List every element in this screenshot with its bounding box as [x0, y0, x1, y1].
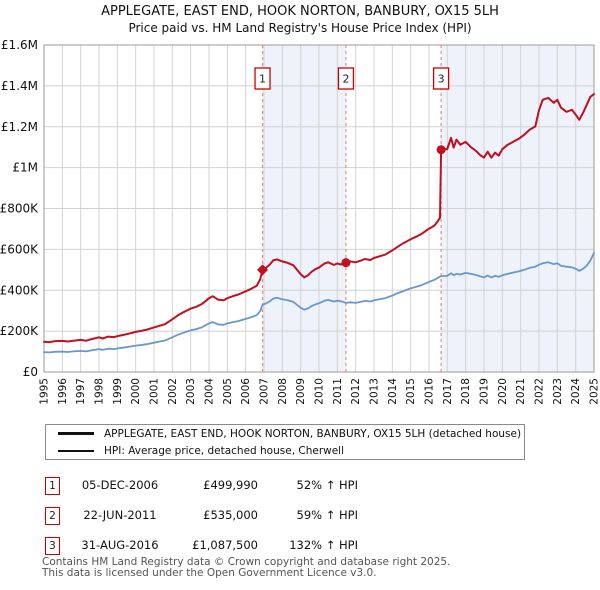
- svg-text:2016: 2016: [424, 378, 436, 405]
- sale-date: 31-AUG-2016: [81, 538, 159, 552]
- license-note: Contains HM Land Registry data © Crown c…: [42, 557, 598, 579]
- svg-text:1999: 1999: [112, 378, 124, 405]
- license-line-2: This data is licensed under the Open Gov…: [42, 567, 377, 579]
- sale-marker-2: 2: [45, 507, 60, 525]
- legend-entry-hpi: HPI: Average price, detached house, Cher…: [46, 444, 524, 458]
- plot-border: [43, 44, 595, 373]
- svg-text:2008: 2008: [277, 378, 289, 405]
- table-row: 3 31-AUG-2016 £1,087,500 132% ↑ HPI: [0, 534, 600, 564]
- svg-text:£0: £0: [23, 365, 38, 379]
- sale-vs-hpi: 59% ↑ HPI: [296, 508, 358, 522]
- legend-label-property: APPLEGATE, EAST END, HOOK NORTON, BANBUR…: [104, 427, 522, 440]
- hpi-line-swatch: [58, 449, 94, 452]
- svg-text:2003: 2003: [185, 378, 197, 405]
- svg-text:£800K: £800K: [0, 202, 39, 216]
- svg-text:2005: 2005: [222, 378, 234, 405]
- sale-number-boxes: 1 2 3: [254, 67, 450, 90]
- sale-point-markers: [257, 145, 446, 276]
- sale-marker-1: 1: [45, 477, 60, 495]
- svg-text:1996: 1996: [57, 378, 69, 405]
- page-title: APPLEGATE, EAST END, HOOK NORTON, BANBUR…: [101, 4, 499, 19]
- page-subtitle: Price paid vs. HM Land Registry's House …: [128, 21, 472, 35]
- svg-text:1997: 1997: [75, 378, 87, 405]
- svg-text:2013: 2013: [369, 378, 381, 405]
- svg-text:2006: 2006: [240, 378, 252, 405]
- svg-text:£400K: £400K: [0, 283, 39, 297]
- svg-text:2018: 2018: [460, 378, 472, 405]
- svg-text:2010: 2010: [314, 378, 326, 405]
- svg-text:2020: 2020: [497, 378, 509, 405]
- svg-text:2022: 2022: [534, 378, 546, 405]
- svg-text:2015: 2015: [405, 378, 417, 405]
- table-row: 1 05-DEC-2006 £499,990 52% ↑ HPI: [0, 474, 600, 504]
- svg-text:2: 2: [342, 73, 349, 86]
- legend-label-hpi: HPI: Average price, detached house, Cher…: [104, 444, 345, 457]
- price-history-chart: 1 2 3 £0 £200K £400K £600K £800K £1M £1.2M £1.4M £1…: [0, 38, 600, 405]
- svg-text:£600K: £600K: [0, 242, 39, 256]
- sales-table: 1 05-DEC-2006 £499,990 52% ↑ HPI 2 22-JU…: [0, 474, 600, 564]
- sale-price: £535,000: [203, 508, 258, 522]
- svg-text:2012: 2012: [350, 378, 362, 405]
- svg-text:£1M: £1M: [12, 161, 38, 175]
- legend-entry-property: APPLEGATE, EAST END, HOOK NORTON, BANBUR…: [46, 427, 524, 441]
- gridlines: [43, 44, 595, 373]
- svg-text:2019: 2019: [479, 378, 491, 405]
- svg-text:1995: 1995: [39, 378, 51, 405]
- svg-text:1998: 1998: [94, 378, 106, 405]
- svg-text:2004: 2004: [204, 378, 216, 405]
- svg-text:£1.2M: £1.2M: [1, 120, 38, 134]
- sale-marker-3: 3: [45, 537, 60, 555]
- license-line-1: Contains HM Land Registry data © Crown c…: [42, 556, 451, 568]
- svg-text:2023: 2023: [552, 378, 564, 405]
- svg-text:2001: 2001: [149, 378, 161, 405]
- svg-text:£1.4M: £1.4M: [1, 79, 38, 93]
- hpi-line: [43, 251, 595, 354]
- y-axis-labels: £0 £200K £400K £600K £800K £1M £1.2M £1.4M £1.6M: [0, 38, 39, 379]
- svg-text:£200K: £200K: [0, 324, 39, 338]
- svg-text:2017: 2017: [442, 378, 454, 405]
- sale-vs-hpi: 132% ↑ HPI: [289, 538, 358, 552]
- property-line-swatch: [58, 432, 94, 435]
- svg-text:2024: 2024: [570, 378, 582, 405]
- svg-text:2007: 2007: [259, 378, 271, 405]
- svg-text:2000: 2000: [130, 378, 142, 405]
- svg-text:2021: 2021: [515, 378, 527, 405]
- svg-text:2009: 2009: [295, 378, 307, 405]
- property-price-line: [43, 93, 595, 344]
- sale-price: £499,990: [203, 478, 258, 492]
- sale-date: 05-DEC-2006: [81, 478, 159, 492]
- svg-text:2014: 2014: [387, 378, 399, 405]
- svg-text:2011: 2011: [332, 378, 344, 405]
- sale-price: £1,087,500: [192, 538, 258, 552]
- x-axis-labels: 1995 1996 1997 1998 1999 2000 2001 2002 2003 2004…: [39, 378, 600, 405]
- chart-legend: APPLEGATE, EAST END, HOOK NORTON, BANBUR…: [45, 424, 525, 460]
- sale-date: 22-JUN-2011: [83, 508, 157, 522]
- sale-vs-hpi: 52% ↑ HPI: [296, 478, 358, 492]
- svg-text:2025: 2025: [589, 378, 600, 405]
- svg-text:£1.6M: £1.6M: [1, 38, 38, 52]
- table-row: 2 22-JUN-2011 £535,000 59% ↑ HPI: [0, 504, 600, 534]
- svg-text:1: 1: [259, 73, 266, 86]
- svg-text:3: 3: [438, 73, 445, 86]
- svg-text:2002: 2002: [167, 378, 179, 405]
